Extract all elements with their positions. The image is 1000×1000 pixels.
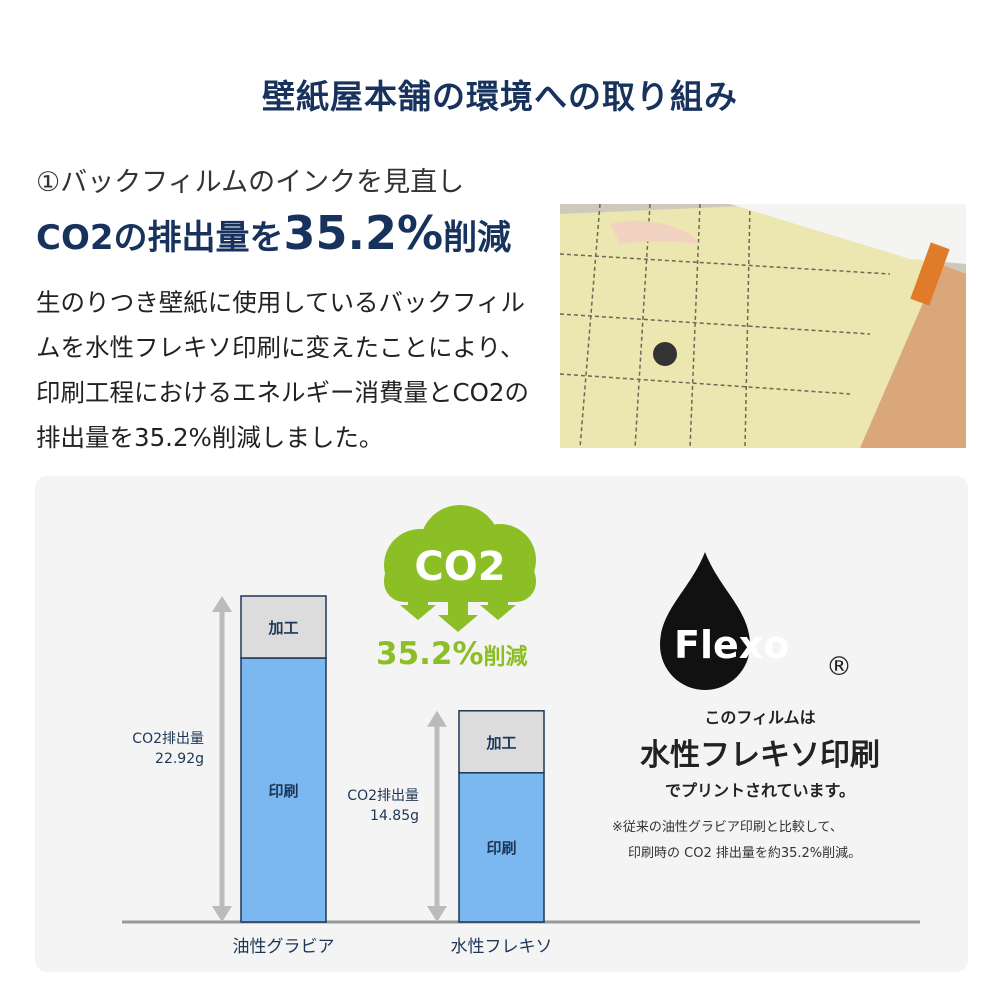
total-label-name: CO2排出量 [347,788,419,805]
arrow-head-down [212,906,232,922]
reduction-label: 削減 [483,645,528,670]
flexo-logo-text: Flexo [674,623,789,667]
arrow-head-up [212,596,232,612]
flexo-line1: このフィルムは [704,708,816,727]
category-label: 油性グラビア [232,937,335,957]
category-label: 水性フレキソ [450,937,553,957]
co2-cloud-icon: CO2 [384,505,536,632]
segment-label: 加工 [486,733,517,752]
registered-mark: ® [826,652,852,682]
reduction-value: 35.2% [376,636,484,672]
segment-label: 加工 [268,619,299,637]
headline: CO2の排出量を35.2%削減 [36,206,511,260]
flexo-logo: Flexo [660,552,789,690]
section-subtitle: ①バックフィルムのインクを見直し [36,167,465,198]
bar-segment-processing [458,710,545,774]
bar-segment-printing [458,772,545,923]
cloud-label: CO2 [414,544,505,590]
segment-label: 印刷 [268,782,299,800]
headline-suffix: 削減 [443,218,512,258]
headline-value: 35.2% [283,206,444,260]
intro-body: 生のりつき壁紙に使用しているバックフィルムを水性フレキソ印刷に変えたことにより、… [36,288,529,452]
arrow-head-up [427,710,447,727]
bar-segment-printing [240,657,327,923]
total-label-value: 22.92g [155,751,204,767]
flexo-line3: でプリントされています。 [665,781,855,800]
reduction-text: 35.2%削減 [376,636,528,672]
flexo-line2: 水性フレキソ印刷 [640,738,880,773]
arrow-head-down [427,906,447,922]
product-photo [560,204,966,448]
segment-label: 印刷 [486,839,517,858]
flexo-note2: 印刷時の CO2 排出量を約35.2%削減。 [628,846,862,861]
total-label-value: 14.85g [370,808,419,825]
total-label-name: CO2排出量 [132,731,204,747]
page-title: 壁紙屋本舗の環境への取り組み [262,77,738,116]
bar-segment-processing [240,595,327,659]
headline-prefix: CO2の排出量を [36,218,284,258]
flexo-note1: ※従来の油性グラビア印刷と比較して、 [612,820,843,835]
